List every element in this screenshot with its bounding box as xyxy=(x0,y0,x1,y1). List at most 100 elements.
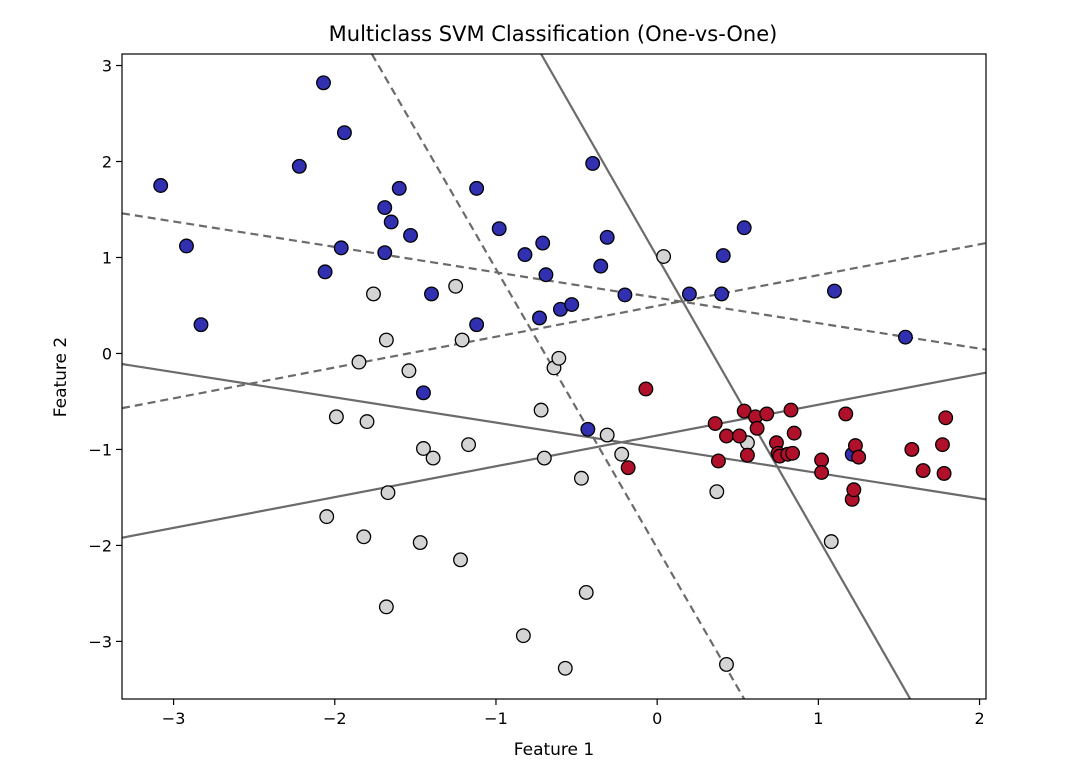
point-class-2 xyxy=(759,406,775,422)
point-class-2 xyxy=(851,449,867,465)
point-class-0 xyxy=(291,158,307,174)
data-points xyxy=(153,75,954,676)
x-tick-label: 0 xyxy=(652,709,662,728)
x-tick-label: −1 xyxy=(484,709,508,728)
y-tick-label: 2 xyxy=(102,153,112,172)
decision-boundaries xyxy=(122,54,986,699)
point-class-2 xyxy=(936,465,952,481)
plot-frame xyxy=(121,53,987,700)
point-class-0 xyxy=(599,229,615,245)
point-class-2 xyxy=(783,402,799,418)
point-class-1 xyxy=(578,585,594,600)
point-class-2 xyxy=(739,447,755,463)
point-class-0 xyxy=(827,283,842,299)
point-class-0 xyxy=(377,245,393,261)
y-tick-label: 3 xyxy=(102,57,112,76)
point-class-0 xyxy=(715,248,731,264)
point-class-0 xyxy=(153,178,169,193)
x-tick-label: −3 xyxy=(162,709,186,728)
y-axis-ticks: −3 −2 −1 0 1 2 3 xyxy=(88,57,122,651)
y-axis-label: Feature 2 xyxy=(51,337,71,417)
point-class-0 xyxy=(377,200,393,216)
point-class-1 xyxy=(319,509,335,525)
point-class-2 xyxy=(731,428,747,444)
point-class-1 xyxy=(656,249,672,264)
point-class-0 xyxy=(391,180,407,196)
point-class-2 xyxy=(710,453,726,469)
x-axis-ticks: −3 −2 −1 0 1 2 xyxy=(162,699,985,728)
point-class-0 xyxy=(383,214,399,230)
decision-boundary-solid-line-a xyxy=(122,362,986,501)
point-class-0 xyxy=(517,247,533,263)
point-class-0 xyxy=(424,286,439,302)
point-class-2 xyxy=(915,463,931,479)
y-tick-label: 1 xyxy=(102,248,112,267)
point-class-0 xyxy=(538,267,554,283)
point-class-1 xyxy=(378,332,394,348)
point-class-1 xyxy=(328,409,344,425)
point-class-0 xyxy=(617,287,633,303)
decision-boundary-dashed-line-b xyxy=(122,242,986,410)
decision-boundary-solid-line-b xyxy=(122,371,986,539)
point-class-1 xyxy=(719,656,734,672)
point-class-1 xyxy=(366,286,381,302)
point-class-2 xyxy=(904,441,920,457)
point-class-1 xyxy=(551,350,567,366)
point-class-1 xyxy=(454,332,470,348)
point-class-1 xyxy=(533,402,549,418)
y-tick-label: 0 xyxy=(102,344,112,363)
point-class-2 xyxy=(638,381,654,397)
point-class-1 xyxy=(614,446,630,462)
point-class-1 xyxy=(425,450,441,466)
point-class-0 xyxy=(714,286,730,302)
point-class-0 xyxy=(491,221,507,237)
point-class-0 xyxy=(532,310,547,326)
point-class-0 xyxy=(585,155,601,171)
x-axis-label: Feature 1 xyxy=(514,740,594,760)
point-class-0 xyxy=(333,240,349,256)
x-tick-label: 2 xyxy=(974,709,984,728)
point-class-2 xyxy=(719,428,734,444)
point-class-2 xyxy=(620,460,636,476)
point-class-0 xyxy=(336,125,352,141)
point-class-1 xyxy=(709,484,725,500)
point-class-1 xyxy=(415,441,431,456)
point-class-2 xyxy=(938,410,954,426)
decision-boundary-solid-line-c xyxy=(540,54,912,699)
point-class-2 xyxy=(814,452,830,468)
point-class-1 xyxy=(573,470,589,486)
point-class-2 xyxy=(785,445,801,461)
point-class-1 xyxy=(823,534,839,550)
point-class-0 xyxy=(316,75,331,91)
point-class-1 xyxy=(557,660,573,676)
point-class-0 xyxy=(535,235,551,251)
point-class-1 xyxy=(461,437,477,453)
point-class-0 xyxy=(736,220,752,236)
point-class-1 xyxy=(378,599,394,615)
x-tick-label: 1 xyxy=(813,709,823,728)
point-class-1 xyxy=(401,363,417,379)
point-class-0 xyxy=(681,286,697,302)
point-class-0 xyxy=(564,297,580,312)
point-class-0 xyxy=(317,264,333,280)
point-class-0 xyxy=(403,227,418,243)
y-tick-label: −2 xyxy=(88,536,112,555)
point-class-1 xyxy=(412,535,428,550)
point-class-2 xyxy=(786,425,802,441)
point-class-0 xyxy=(469,180,485,196)
point-class-0 xyxy=(179,238,194,254)
point-class-1 xyxy=(356,529,372,545)
x-tick-label: −2 xyxy=(323,709,347,728)
point-class-1 xyxy=(351,354,367,370)
point-class-1 xyxy=(448,278,464,294)
y-tick-label: −3 xyxy=(88,632,112,651)
point-class-1 xyxy=(536,450,552,466)
point-class-0 xyxy=(415,385,431,401)
point-class-1 xyxy=(380,485,396,501)
decision-boundary-dashed-line-a xyxy=(122,212,986,351)
point-class-0 xyxy=(469,317,485,333)
point-class-2 xyxy=(935,437,950,453)
point-class-1 xyxy=(359,414,375,430)
